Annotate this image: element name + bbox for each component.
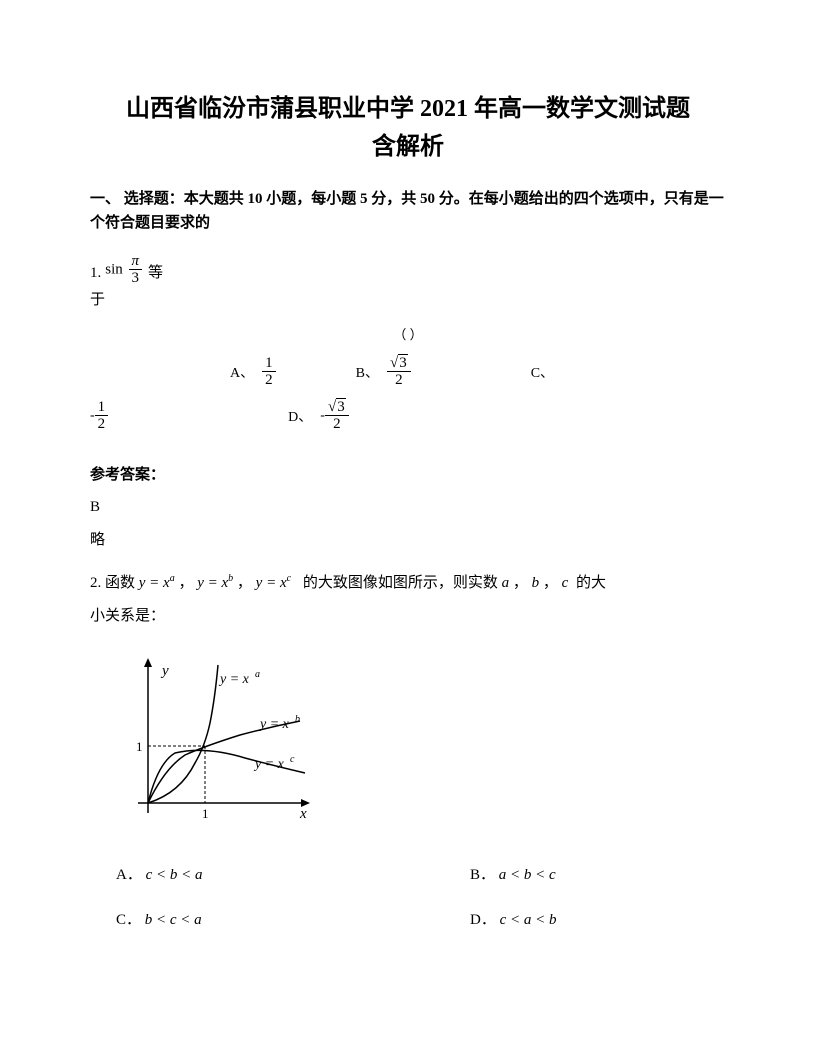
section-header: 一、 选择题：本大题共 10 小题，每小题 5 分，共 50 分。在每小题给出的… (90, 187, 726, 235)
q2-sep4: ， (543, 575, 558, 591)
svg-text:c: c (290, 754, 295, 765)
q2-var-c: c (562, 575, 569, 591)
q1-options-row-1: A、 1 2 B、 3 2 C、 (90, 355, 726, 389)
graph-svg: y x 1 1 y = x a y = x b y = x c (110, 653, 320, 828)
q1-text-line2: 于 (90, 287, 726, 314)
svg-text:y = x: y = x (253, 757, 285, 772)
q1-option-d-fraction: 3 2 (325, 399, 349, 433)
q2-number: 2. (90, 575, 105, 591)
q2-option-b-label: B． (470, 867, 495, 883)
q2-option-d-label: D． (470, 912, 496, 928)
answer-label: 参考答案： (90, 463, 726, 484)
svg-text:1: 1 (136, 739, 143, 754)
svg-text:y: y (160, 663, 169, 679)
sin-text: sin (105, 261, 123, 277)
q1-options-row-2: - 1 2 D、 - 3 2 (90, 399, 726, 433)
pi-symbol: π (129, 253, 143, 271)
q2-func2: y = xb (197, 575, 233, 591)
exam-title: 山西省临汾市蒲县职业中学 2021 年高一数学文测试题 含解析 (90, 90, 726, 167)
answer-value: B (90, 499, 726, 516)
q1-option-b-fraction: 3 2 (387, 355, 411, 389)
q2-func1: y = xa (139, 575, 175, 591)
svg-text:y = x: y = x (258, 717, 290, 732)
q1-option-c-label: C、 (531, 362, 554, 382)
q2-option-d-expr: c < a < b (500, 912, 557, 928)
q1-denominator: 3 (129, 270, 143, 287)
q1-option-a-fraction: 1 2 (262, 355, 276, 389)
q2-option-a-label: A． (116, 867, 142, 883)
question-1: 1. sin π 3 等 于 (90, 253, 726, 314)
svg-text:a: a (255, 669, 260, 680)
svg-text:x: x (299, 806, 307, 822)
svg-text:b: b (295, 714, 300, 725)
q1-option-d-label: D、 (288, 406, 312, 426)
q1-option-a-label: A、 (230, 362, 254, 382)
svg-text:y = x: y = x (218, 672, 250, 687)
q2-option-c-expr: b < c < a (145, 912, 202, 928)
q1-number: 1. (90, 260, 101, 287)
q2-func3: y = xc (256, 575, 291, 591)
title-line-1: 山西省临汾市蒲县职业中学 2021 年高一数学文测试题 (126, 96, 690, 122)
q2-option-c-label: C． (116, 912, 141, 928)
q1-text-after: 等 (148, 260, 163, 287)
paren-placeholder: （ ） (90, 324, 726, 343)
q2-option-a-expr: c < b < a (146, 867, 203, 883)
q1-option-b-label: B、 (356, 362, 379, 382)
q2-var-a: a (502, 575, 510, 591)
title-line-2: 含解析 (372, 134, 444, 160)
question-2: 2. 函数 y = xa ， y = xb ， y = xc 的大致图像如图所示… (90, 567, 726, 633)
q2-text4: 小关系是： (90, 608, 165, 624)
q2-text2: 的大致图像如图所示，则实数 (303, 575, 498, 591)
q2-sep3: ， (513, 575, 528, 591)
q2-sep1: ， (178, 575, 193, 591)
q2-option-b-expr: a < b < c (499, 867, 556, 883)
q1-option-c-fraction: 1 2 (95, 399, 109, 433)
q2-text1: 函数 (105, 575, 135, 591)
q2-options: A． c < b < a B． a < b < c C． b < c < a D… (90, 853, 726, 943)
q2-graph: y x 1 1 y = x a y = x b y = x c (110, 653, 320, 828)
q2-var-b: b (532, 575, 540, 591)
q2-text3: 的大 (576, 575, 606, 591)
svg-text:1: 1 (202, 806, 209, 821)
answer-note: 略 (90, 528, 726, 549)
q2-sep2: ， (237, 575, 252, 591)
